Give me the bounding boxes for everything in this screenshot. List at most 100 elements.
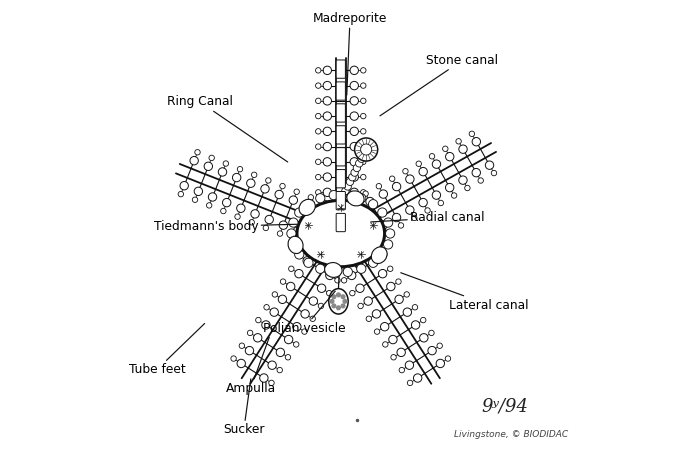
Circle shape: [289, 240, 298, 249]
Circle shape: [209, 193, 217, 201]
Circle shape: [425, 208, 430, 213]
Circle shape: [371, 241, 377, 246]
FancyBboxPatch shape: [336, 126, 345, 144]
Circle shape: [379, 269, 387, 278]
Circle shape: [445, 184, 454, 192]
Circle shape: [326, 271, 334, 280]
Circle shape: [360, 128, 366, 134]
Circle shape: [360, 144, 372, 155]
Circle shape: [245, 347, 253, 355]
Circle shape: [272, 292, 277, 297]
Circle shape: [247, 330, 253, 336]
Circle shape: [360, 83, 366, 88]
Circle shape: [383, 342, 388, 347]
Circle shape: [304, 199, 313, 209]
Circle shape: [180, 182, 188, 190]
Circle shape: [312, 244, 320, 252]
Circle shape: [323, 66, 332, 75]
Circle shape: [491, 170, 497, 176]
Circle shape: [388, 266, 393, 271]
Circle shape: [428, 347, 436, 355]
Circle shape: [316, 68, 321, 73]
Circle shape: [261, 184, 270, 193]
Circle shape: [360, 159, 366, 164]
Circle shape: [399, 368, 405, 373]
Circle shape: [433, 160, 441, 168]
Circle shape: [347, 271, 356, 280]
Circle shape: [353, 236, 361, 244]
Circle shape: [384, 240, 393, 249]
Circle shape: [231, 356, 237, 361]
Circle shape: [378, 208, 387, 217]
Circle shape: [366, 316, 372, 321]
Circle shape: [386, 229, 395, 238]
Circle shape: [363, 227, 368, 233]
Circle shape: [403, 308, 412, 316]
Circle shape: [277, 368, 282, 373]
Ellipse shape: [297, 200, 384, 267]
Circle shape: [350, 142, 358, 151]
Ellipse shape: [371, 247, 387, 263]
Circle shape: [316, 205, 321, 210]
Circle shape: [337, 197, 344, 204]
Circle shape: [323, 188, 332, 197]
Circle shape: [397, 348, 405, 357]
Circle shape: [195, 149, 200, 155]
Circle shape: [419, 198, 427, 207]
Circle shape: [239, 343, 244, 348]
Circle shape: [323, 142, 332, 151]
Circle shape: [323, 173, 332, 181]
Circle shape: [316, 159, 321, 164]
Circle shape: [337, 206, 342, 212]
Circle shape: [414, 374, 422, 382]
Circle shape: [456, 139, 461, 144]
FancyBboxPatch shape: [336, 213, 345, 232]
Circle shape: [346, 178, 354, 185]
Circle shape: [323, 158, 332, 166]
Circle shape: [178, 191, 183, 197]
Circle shape: [419, 333, 428, 342]
Circle shape: [204, 162, 213, 170]
Circle shape: [329, 191, 338, 200]
Circle shape: [305, 241, 311, 246]
Circle shape: [357, 194, 366, 203]
Circle shape: [395, 279, 401, 284]
Circle shape: [326, 290, 332, 296]
Circle shape: [279, 221, 288, 229]
Circle shape: [316, 194, 325, 203]
Circle shape: [301, 310, 309, 318]
Circle shape: [350, 127, 358, 135]
Circle shape: [353, 205, 361, 213]
Circle shape: [381, 323, 389, 331]
Circle shape: [262, 321, 270, 329]
Circle shape: [360, 113, 366, 119]
Circle shape: [335, 277, 340, 283]
Circle shape: [363, 191, 368, 197]
Circle shape: [287, 229, 296, 238]
Circle shape: [336, 206, 342, 212]
Circle shape: [264, 304, 270, 310]
Circle shape: [350, 188, 358, 197]
Circle shape: [316, 264, 325, 273]
Circle shape: [265, 178, 271, 183]
Circle shape: [360, 190, 366, 195]
Text: Stone canal: Stone canal: [380, 54, 498, 116]
Circle shape: [303, 202, 312, 210]
Circle shape: [416, 161, 421, 166]
Circle shape: [458, 145, 467, 153]
Circle shape: [293, 323, 301, 331]
Circle shape: [316, 220, 321, 226]
Circle shape: [297, 253, 302, 259]
Circle shape: [407, 380, 413, 386]
Circle shape: [289, 218, 298, 227]
Circle shape: [357, 264, 366, 273]
Circle shape: [303, 257, 312, 265]
Text: Livingstone, © BIODIDAC: Livingstone, © BIODIDAC: [454, 430, 568, 439]
Circle shape: [316, 128, 321, 134]
Circle shape: [436, 359, 445, 368]
Circle shape: [406, 175, 414, 184]
Circle shape: [333, 265, 339, 270]
Circle shape: [237, 359, 246, 368]
Circle shape: [445, 152, 454, 161]
Text: Madreporite: Madreporite: [313, 13, 387, 95]
